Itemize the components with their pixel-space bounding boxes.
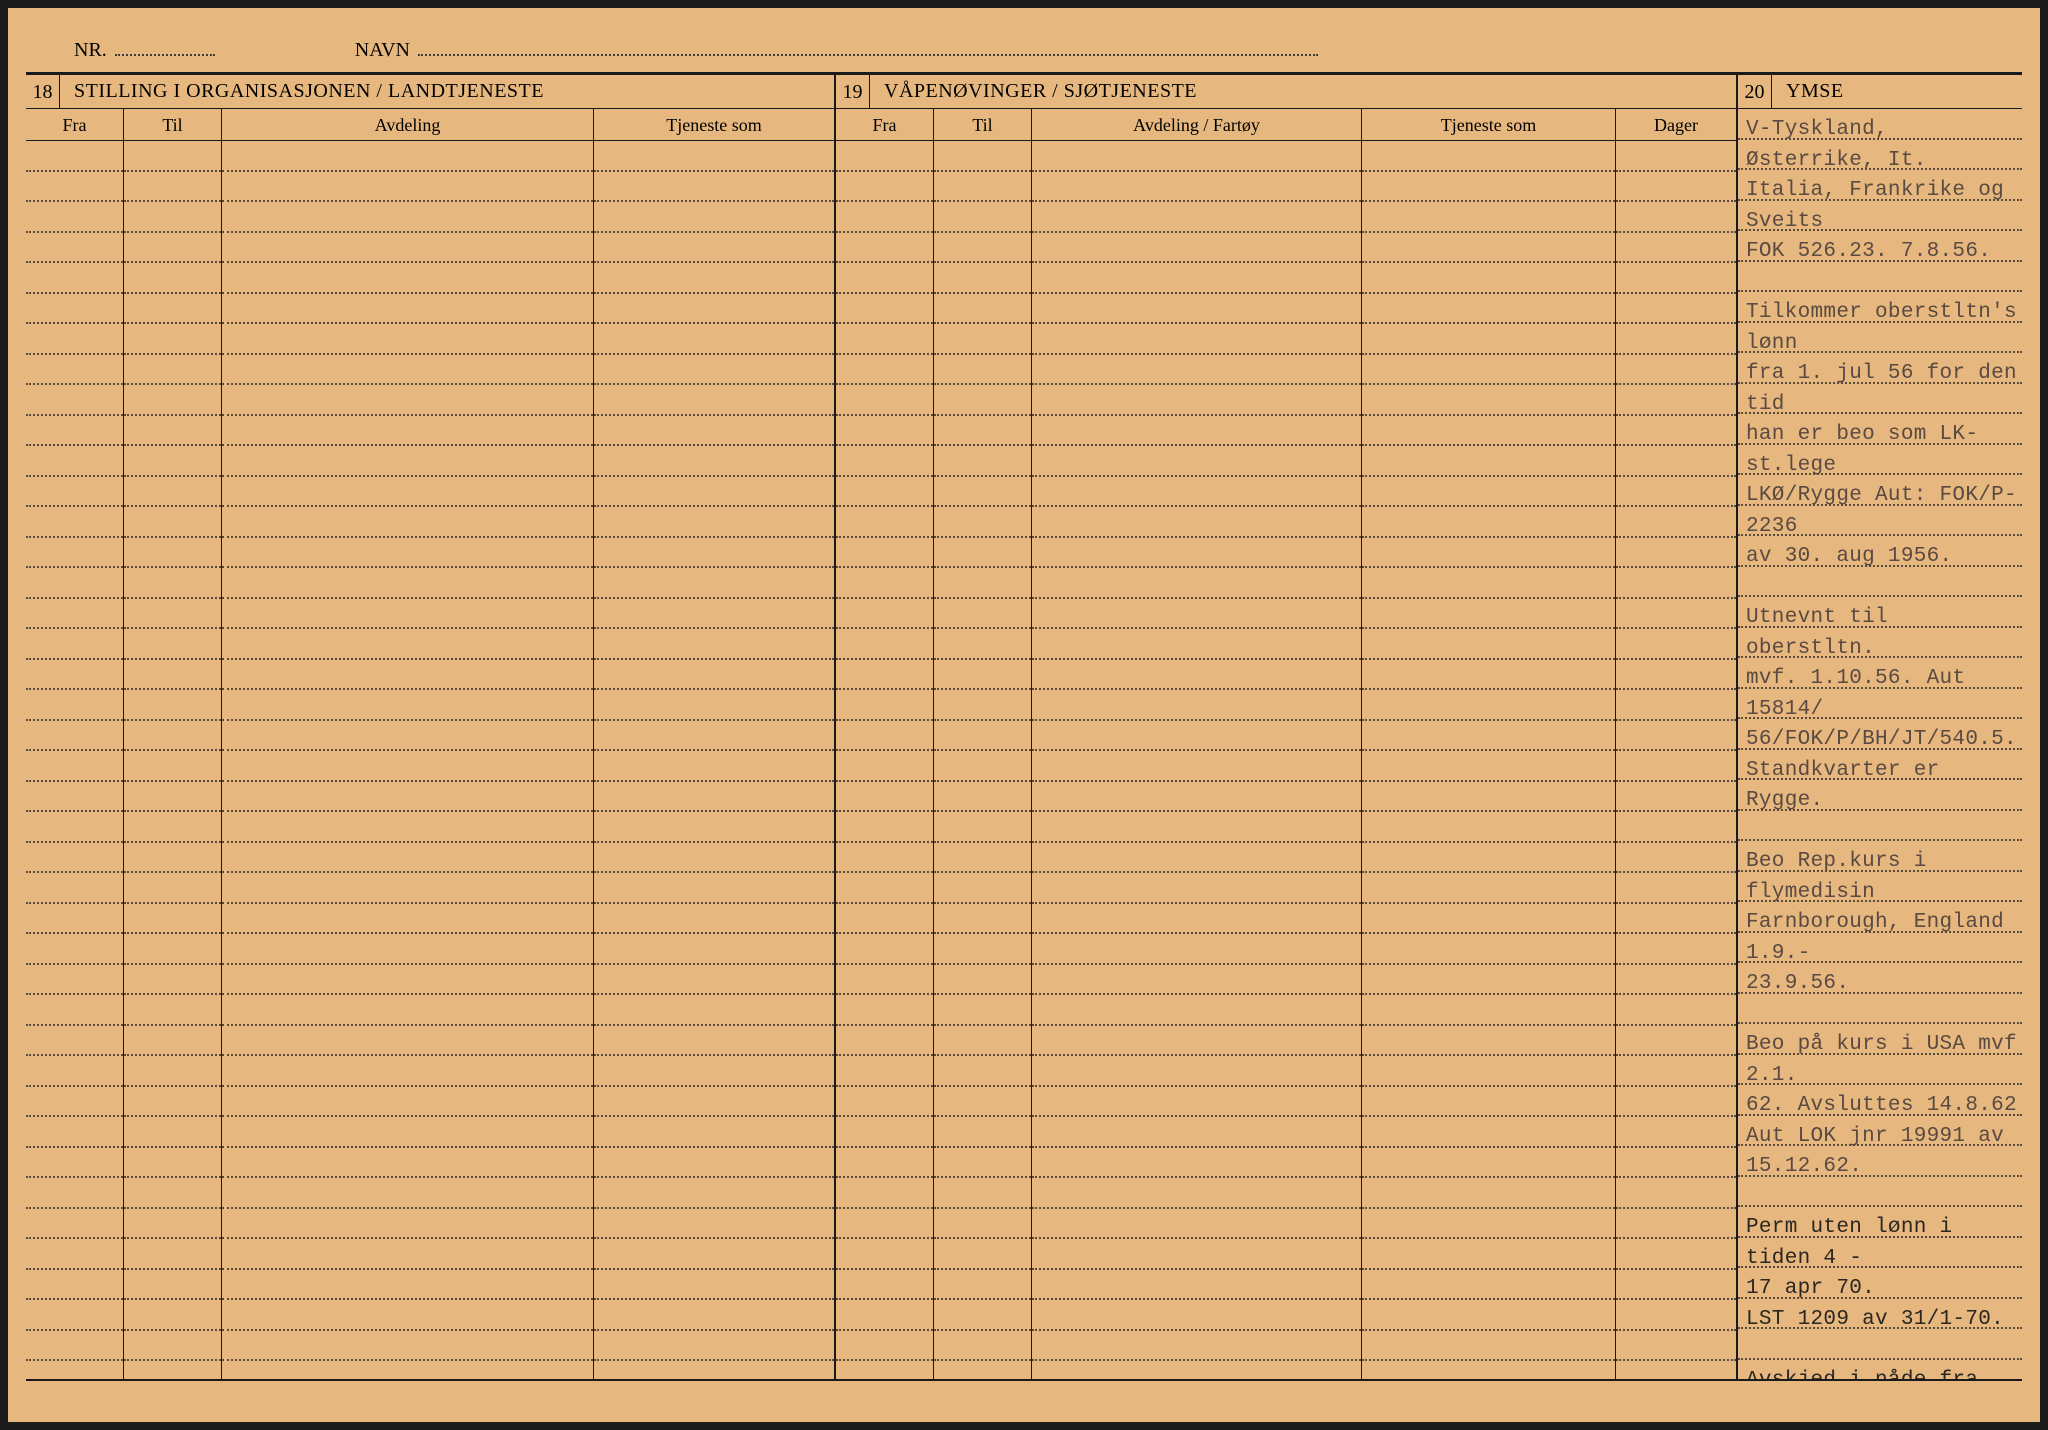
section-18: 18 STILLING I ORGANISASJONEN / LANDTJENE…	[26, 75, 836, 1379]
col-til: Til	[124, 109, 222, 140]
ymse-typed-text: V-Tyskland, Østerrike, It. Italia, Frank…	[1746, 115, 2018, 1379]
section-20-body: V-Tyskland, Østerrike, It. Italia, Frank…	[1738, 109, 2022, 1379]
col-til: Til	[934, 109, 1032, 140]
col-fra: Fra	[26, 109, 124, 140]
section-18-num: 18	[26, 75, 60, 108]
nr-value-line	[115, 38, 215, 56]
section-20: 20 YMSE V-Tyskland, Østerrike, It. Itali…	[1738, 75, 2022, 1379]
nr-label: NR.	[74, 39, 107, 62]
section-18-col-headers: Fra Til Avdeling Tjeneste som	[26, 109, 834, 141]
col-dager: Dager	[1616, 109, 1736, 140]
navn-label: NAVN	[355, 39, 410, 62]
section-19-col-headers: Fra Til Avdeling / Fartøy Tjeneste som D…	[836, 109, 1736, 141]
section-18-header: 18 STILLING I ORGANISASJONEN / LANDTJENE…	[26, 75, 834, 109]
col-fra: Fra	[836, 109, 934, 140]
navn-value-line	[418, 38, 1318, 56]
section-19-header: 19 VÅPENØVINGER / SJØTJENESTE	[836, 75, 1736, 109]
nr-field: NR.	[74, 38, 215, 62]
section-18-rows	[26, 141, 834, 1379]
card-header: NR. NAVN	[26, 28, 2022, 68]
section-18-title: STILLING I ORGANISASJONEN / LANDTJENESTE	[60, 80, 544, 103]
section-20-title: YMSE	[1772, 80, 1844, 103]
section-20-header: 20 YMSE	[1738, 75, 2022, 109]
col-tjeneste: Tjeneste som	[1362, 109, 1616, 140]
sections: 18 STILLING I ORGANISASJONEN / LANDTJENE…	[26, 75, 2022, 1381]
section-19-rows	[836, 141, 1736, 1379]
section-19-title: VÅPENØVINGER / SJØTJENESTE	[870, 80, 1197, 103]
section-19: 19 VÅPENØVINGER / SJØTJENESTE Fra Til Av…	[836, 75, 1738, 1379]
section-19-num: 19	[836, 75, 870, 108]
record-card: NR. NAVN 18 STILLING I ORGANISASJONEN / …	[8, 8, 2040, 1422]
navn-field: NAVN	[355, 38, 1318, 62]
col-tjeneste: Tjeneste som	[594, 109, 834, 140]
col-avdeling: Avdeling / Fartøy	[1032, 109, 1362, 140]
section-20-num: 20	[1738, 75, 1772, 108]
col-avdeling: Avdeling	[222, 109, 594, 140]
